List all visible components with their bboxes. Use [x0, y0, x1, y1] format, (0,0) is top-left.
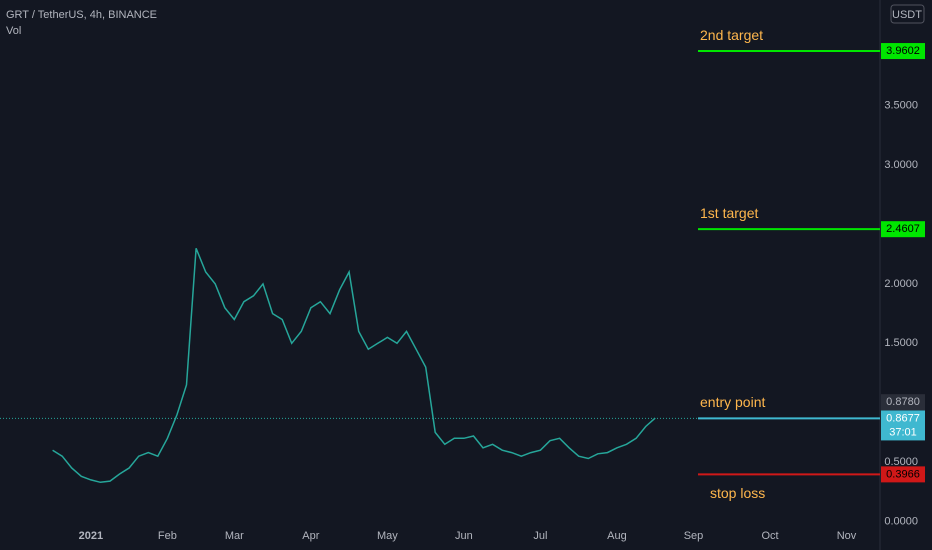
level-name: 1st target [700, 205, 758, 221]
y-tick-label: 3.5000 [884, 100, 918, 112]
price-box [881, 466, 925, 483]
x-tick-label: May [377, 530, 398, 542]
price-label: 3.9602 [886, 45, 920, 57]
price-label: 0.3966 [886, 468, 920, 480]
price-box [881, 221, 925, 238]
x-tick-label: Sep [684, 530, 704, 542]
price-label: 0.8677 [886, 412, 920, 424]
x-tick-label: Nov [837, 530, 857, 542]
price-label: 2.4607 [886, 223, 920, 235]
x-tick-label: Jul [533, 530, 547, 542]
currency[interactable]: USDT [892, 9, 922, 21]
price-line [52, 248, 656, 484]
high-box [881, 394, 925, 411]
currency-box[interactable] [890, 4, 925, 24]
price-box [881, 410, 925, 441]
y-tick-label: 3.0000 [884, 159, 918, 171]
x-tick-label: Apr [302, 530, 319, 542]
x-tick-label: Jun [455, 530, 473, 542]
symbol-title: GRT / TetherUS, 4h, BINANCE [6, 9, 157, 21]
high-label: 0.8780 [886, 396, 920, 408]
y-tick-label: 1.5000 [884, 337, 918, 349]
x-tick-label: Aug [607, 530, 627, 542]
x-tick-label: Mar [225, 530, 244, 542]
countdown: 37:01 [889, 426, 917, 438]
y-tick-label: 2.0000 [884, 278, 918, 290]
level-name: stop loss [710, 485, 765, 501]
y-tick-label: 0.0000 [884, 515, 918, 527]
y-tick-label: 0.5000 [884, 456, 918, 468]
price-box [881, 43, 925, 60]
level-name: entry point [700, 394, 765, 410]
x-tick-label: Oct [761, 530, 778, 542]
volume-label: Vol [6, 25, 21, 37]
x-tick-label: 2021 [79, 530, 103, 542]
level-name: 2nd target [700, 27, 763, 43]
x-tick-label: Feb [158, 530, 177, 542]
